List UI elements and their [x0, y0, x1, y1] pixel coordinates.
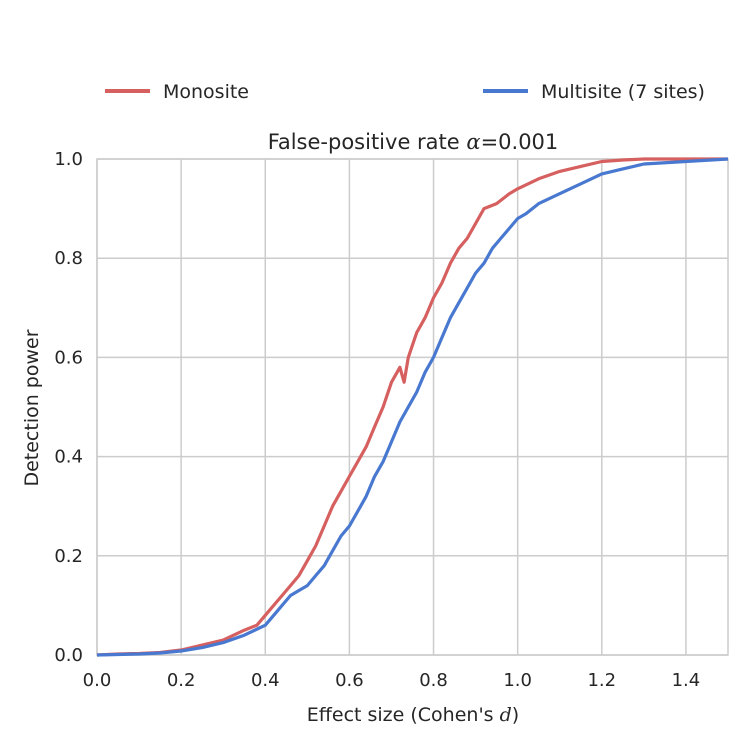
legend: Monosite Multisite (7 sites) — [105, 81, 705, 103]
legend-label-monosite: Monosite — [163, 81, 249, 103]
y-axis-label: Detection power — [21, 329, 43, 486]
x-tick-label: 0.0 — [83, 670, 112, 691]
x-tick-label: 0.6 — [335, 670, 364, 691]
legend-label-multisite: Multisite (7 sites) — [541, 81, 705, 103]
x-tick-label: 1.4 — [672, 670, 701, 691]
x-tick-label: 1.2 — [587, 670, 616, 691]
y-tick-label: 0.8 — [54, 248, 83, 269]
series-lines — [96, 157, 729, 657]
chart-title: False-positive rate α=0.001 — [268, 130, 559, 154]
plot-area — [96, 158, 729, 656]
chart-title-symbol: α — [466, 130, 480, 154]
x-tick-label: 0.4 — [251, 670, 280, 691]
series-line-multisite — [96, 157, 729, 657]
gridlines — [96, 158, 728, 656]
x-tick-label: 0.8 — [419, 670, 448, 691]
y-tick-label: 0.2 — [54, 546, 83, 567]
x-tick-label: 1.0 — [503, 670, 532, 691]
chart-title-suffix: =0.001 — [481, 130, 559, 154]
x-tick-labels: 0.0 0.2 0.4 0.6 0.8 1.0 1.2 1.4 — [83, 670, 701, 691]
y-tick-labels: 0.0 0.2 0.4 0.6 0.8 1.0 — [54, 149, 83, 666]
x-axis-label-suffix: ) — [512, 704, 519, 726]
y-tick-label: 0.6 — [54, 347, 83, 368]
y-tick-label: 0.4 — [54, 447, 83, 468]
x-tick-label: 0.2 — [167, 670, 196, 691]
y-tick-label: 1.0 — [54, 149, 83, 170]
x-axis-label-prefix: Effect size (Cohen's — [307, 704, 500, 726]
x-axis-label: Effect size (Cohen's d) — [307, 704, 519, 726]
chart-title-prefix: False-positive rate — [268, 130, 467, 154]
y-tick-label: 0.0 — [54, 645, 83, 666]
series-line-monosite — [96, 157, 728, 657]
x-axis-label-symbol: d — [500, 704, 512, 726]
